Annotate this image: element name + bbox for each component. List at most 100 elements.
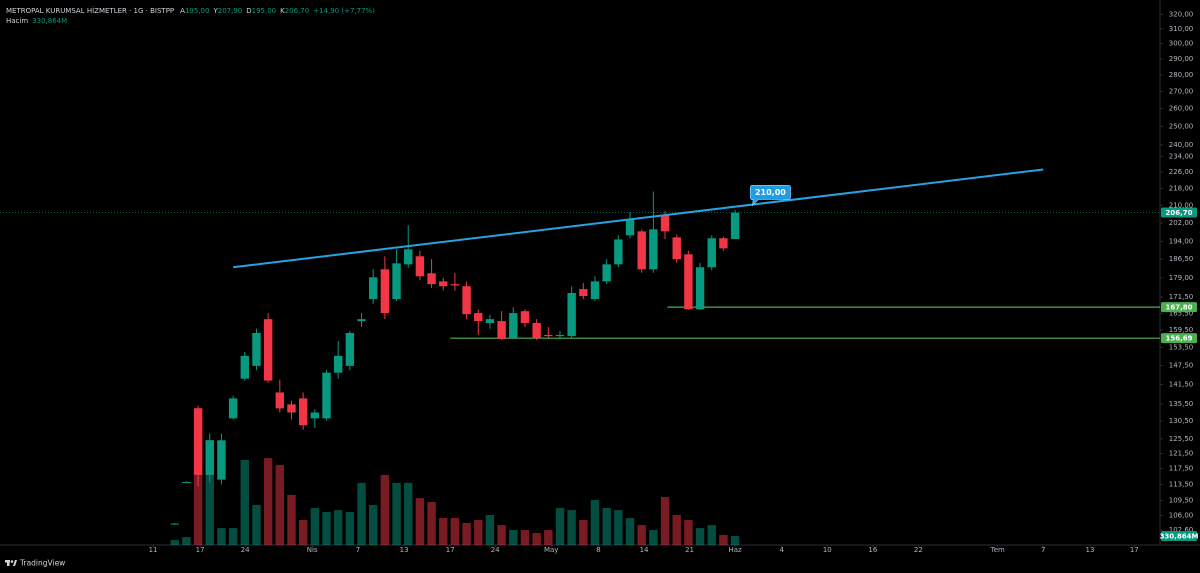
- volume-value: 330,864M: [32, 17, 67, 25]
- x-tick-label: Nis: [307, 546, 318, 554]
- annotation-label: 210,00: [755, 188, 786, 197]
- y-tick-label: 159,50: [1169, 326, 1194, 334]
- candle-body: [380, 269, 390, 314]
- candle-body: [649, 229, 658, 270]
- volume-bar: [707, 525, 716, 545]
- y-tick-label: 226,00: [1169, 168, 1194, 176]
- volume-bar: [333, 510, 343, 545]
- volume-bar: [228, 528, 238, 545]
- candle-body: [497, 321, 506, 340]
- volume-bar: [695, 528, 705, 545]
- candle-body: [263, 319, 273, 381]
- x-tick-label: 17: [196, 546, 205, 554]
- volume-bar: [369, 504, 378, 545]
- annotation-bubble: [750, 184, 791, 207]
- candle-body: [695, 267, 705, 310]
- volume-bar: [602, 507, 611, 545]
- change-value: +14,90 (+7,77%): [313, 7, 375, 15]
- y-tick-label: 113,50: [1169, 480, 1194, 488]
- volume-bar: [497, 525, 506, 545]
- volume-name: Hacim: [6, 17, 28, 25]
- volume-bar: [439, 518, 448, 545]
- volume-bar: [252, 504, 261, 545]
- candle-body: [474, 313, 483, 322]
- y-tick-label: 109,50: [1169, 497, 1194, 505]
- volume-bar: [322, 512, 331, 545]
- volume-bar: [532, 533, 541, 545]
- x-tick-label: 13: [1085, 546, 1094, 554]
- x-tick-label: 21: [685, 546, 694, 554]
- candle-body: [579, 289, 588, 297]
- price-tag: [1161, 530, 1197, 541]
- ohlc-key: A: [180, 7, 185, 15]
- chart-title: METROPAL KURUMSAL HİZMETLER · 1G · BISTP…: [6, 6, 174, 15]
- candle-body: [333, 355, 343, 373]
- y-tick-label: 121,50: [1169, 450, 1194, 458]
- x-tick-label: 17: [446, 546, 455, 554]
- volume-bar: [427, 501, 436, 545]
- volume-bar: [404, 482, 413, 545]
- volume-bar: [450, 518, 460, 545]
- volume-bar: [240, 459, 249, 545]
- price-tag-label: 206,70: [1165, 209, 1192, 217]
- y-tick-label: 250,00: [1169, 122, 1194, 130]
- x-tick-label: 13: [400, 546, 409, 554]
- candle-body: [590, 281, 600, 300]
- volume-bar: [567, 510, 576, 545]
- x-tick-label: 7: [356, 546, 360, 554]
- volume-bar: [392, 482, 401, 545]
- logo-shape: [7, 560, 10, 566]
- y-tick-label: 165,50: [1169, 309, 1194, 317]
- candle-body: [275, 392, 285, 409]
- volume-bar: [205, 440, 214, 545]
- ohlc-value: 206,70: [285, 7, 310, 15]
- candle-body: [625, 219, 635, 236]
- candle-body: [322, 372, 331, 419]
- volume-bar: [298, 519, 308, 545]
- candle-body: [182, 482, 191, 484]
- x-tick-label: 11: [149, 546, 158, 554]
- candle-body: [614, 239, 623, 265]
- x-tick-label: Tem: [990, 546, 1005, 554]
- candle-body: [532, 323, 541, 339]
- y-tick-label: 290,00: [1169, 55, 1194, 63]
- candle-body: [637, 231, 646, 270]
- x-tick-label: 4: [780, 546, 785, 554]
- y-tick-label: 210,00: [1169, 201, 1194, 209]
- logo-shape: [10, 560, 14, 563]
- volume-bar: [275, 464, 285, 545]
- volume-bar: [509, 530, 518, 545]
- volume-bar: [310, 507, 320, 545]
- x-tick-label: 24: [491, 546, 500, 554]
- volume-bar: [485, 515, 495, 545]
- ohlc-key: K: [280, 7, 285, 15]
- y-tick-label: 240,00: [1169, 141, 1194, 149]
- y-tick-label: 280,00: [1169, 71, 1194, 79]
- volume-bar: [730, 535, 740, 545]
- candle-body: [707, 238, 716, 268]
- y-tick-label: 194,00: [1169, 237, 1194, 245]
- volume-bar: [415, 498, 425, 545]
- price-tag: [1161, 302, 1197, 313]
- candle-body: [450, 284, 460, 286]
- volume-bar: [217, 528, 226, 545]
- volume-bar: [684, 519, 693, 545]
- footer-brand: TradingView: [19, 559, 65, 568]
- trend-line: [233, 168, 1044, 269]
- y-tick-label: 234,00: [1169, 152, 1194, 160]
- x-tick-label: 14: [640, 546, 649, 554]
- volume-bar: [345, 512, 355, 545]
- y-tick-label: 202,00: [1169, 219, 1194, 227]
- x-tick-label: Haz: [728, 546, 742, 554]
- y-tick-label: 141,50: [1169, 380, 1194, 388]
- volume-bar: [182, 537, 191, 545]
- candle-body: [520, 311, 530, 324]
- candle-body: [672, 237, 681, 260]
- ohlc-value: 195,00: [252, 7, 277, 15]
- candle-body: [404, 249, 413, 265]
- y-tick-label: 179,00: [1169, 274, 1194, 282]
- volume-bar: [614, 510, 623, 545]
